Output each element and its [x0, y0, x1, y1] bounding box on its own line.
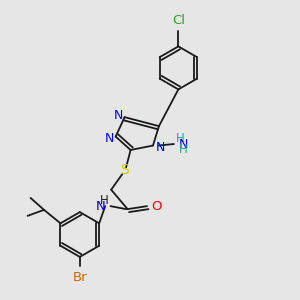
Text: N: N [95, 200, 105, 213]
Text: Cl: Cl [172, 14, 185, 27]
Text: H: H [100, 194, 109, 207]
Text: N: N [156, 141, 165, 154]
Text: H: H [179, 143, 188, 156]
Text: H: H [176, 132, 184, 145]
Text: Br: Br [73, 271, 87, 284]
Text: O: O [152, 200, 162, 213]
Text: S: S [120, 163, 129, 177]
Text: N: N [113, 109, 123, 122]
Text: N: N [178, 137, 188, 151]
Text: N: N [104, 132, 114, 145]
